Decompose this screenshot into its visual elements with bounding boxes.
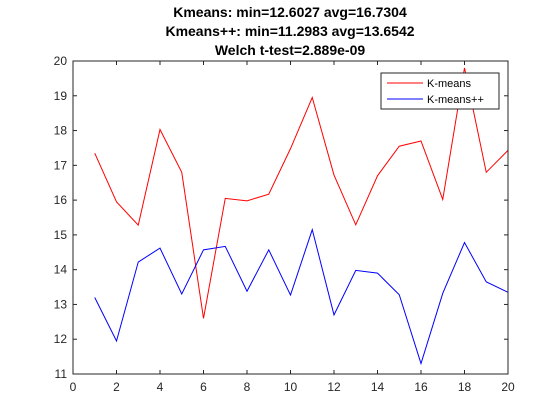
y-tick-label: 14 [54,263,68,277]
legend-label: K-means++ [427,94,484,106]
y-tick-label: 13 [54,297,68,311]
y-tick-label: 19 [54,89,68,103]
series-line-k-means [94,67,509,319]
plot-box [72,60,509,375]
y-tick-label: 17 [54,158,68,172]
title-line-2: Kmeans++: min=11.2983 avg=13.6542 [165,23,414,39]
title-line-1: Kmeans: min=12.6027 avg=16.7304 [173,4,407,20]
y-tick-label: 15 [54,228,68,242]
y-tick-label: 16 [54,193,68,207]
legend-label: K-means [427,78,472,90]
series-line-k-means-plus-plus [94,227,509,366]
x-tick-label: 6 [200,380,207,394]
x-tick-label: 8 [244,380,251,394]
x-tick-label: 16 [414,380,428,394]
title-line-3: Welch t-test=2.889e-09 [215,42,366,58]
plot-lines [94,67,509,366]
y-tick-label: 20 [54,54,68,68]
axis-ticks: 0 2 4 6 8 10 12 14 16 18 20 11 12 13 14 15 16 17 18 19 20 [54,54,515,394]
x-tick-label: 2 [113,380,120,394]
x-tick-label: 14 [371,380,385,394]
legend: K-means K-means++ [380,72,500,110]
x-tick-label: 20 [501,380,515,394]
x-tick-label: 4 [157,380,164,394]
chart-title: Kmeans: min=12.6027 avg=16.7304 Kmeans++… [165,4,414,58]
y-tick-label: 11 [55,367,68,381]
x-tick-label: 10 [284,380,298,394]
plot-box-frame [72,60,509,375]
y-tick-label: 18 [54,124,68,138]
x-tick-label: 12 [327,380,341,394]
x-tick-label: 18 [458,380,472,394]
x-tick-label: 0 [70,380,77,394]
y-tick-label: 12 [54,332,68,346]
legend-box [380,72,500,110]
